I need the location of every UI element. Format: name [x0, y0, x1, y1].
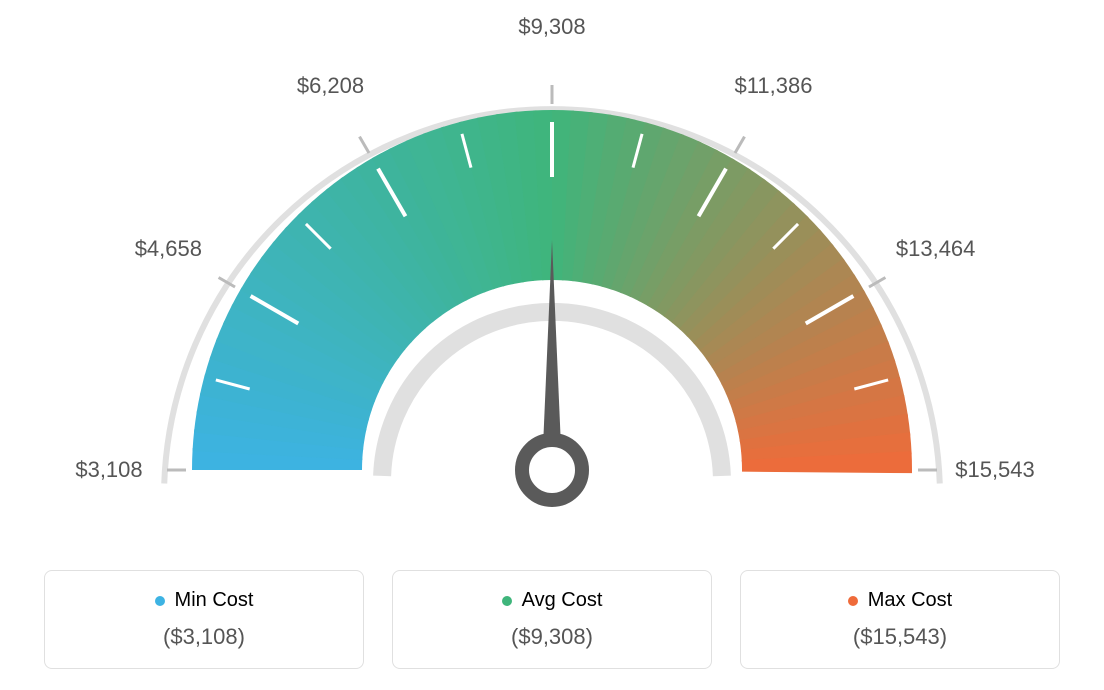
legend-title-max-text: Max Cost: [868, 589, 952, 612]
gauge-chart: $3,108$4,658$6,208$9,308$11,386$13,464$1…: [20, 20, 1084, 560]
gauge-tick-label: $4,658: [135, 236, 202, 262]
dot-max: [848, 596, 858, 606]
gauge-tick-label: $9,308: [518, 14, 585, 40]
gauge-tick-label: $15,543: [955, 457, 1035, 483]
legend-value-min: ($3,108): [55, 624, 353, 650]
legend-title-min: Min Cost: [55, 589, 353, 612]
gauge-tick-label: $11,386: [735, 73, 813, 99]
legend-row: Min Cost ($3,108) Avg Cost ($9,308) Max …: [20, 570, 1084, 669]
legend-value-max: ($15,543): [751, 624, 1049, 650]
legend-title-min-text: Min Cost: [175, 589, 254, 612]
gauge-svg: [20, 20, 1084, 560]
legend-card-max: Max Cost ($15,543): [740, 570, 1060, 669]
gauge-tick-label: $3,108: [75, 457, 142, 483]
legend-card-min: Min Cost ($3,108): [44, 570, 364, 669]
legend-title-avg-text: Avg Cost: [522, 589, 603, 612]
legend-title-avg: Avg Cost: [403, 589, 701, 612]
dot-min: [155, 596, 165, 606]
legend-card-avg: Avg Cost ($9,308): [392, 570, 712, 669]
legend-value-avg: ($9,308): [403, 624, 701, 650]
legend-title-max: Max Cost: [751, 589, 1049, 612]
gauge-tick-label: $13,464: [896, 236, 976, 262]
dot-avg: [502, 596, 512, 606]
gauge-tick-label: $6,208: [297, 73, 364, 99]
